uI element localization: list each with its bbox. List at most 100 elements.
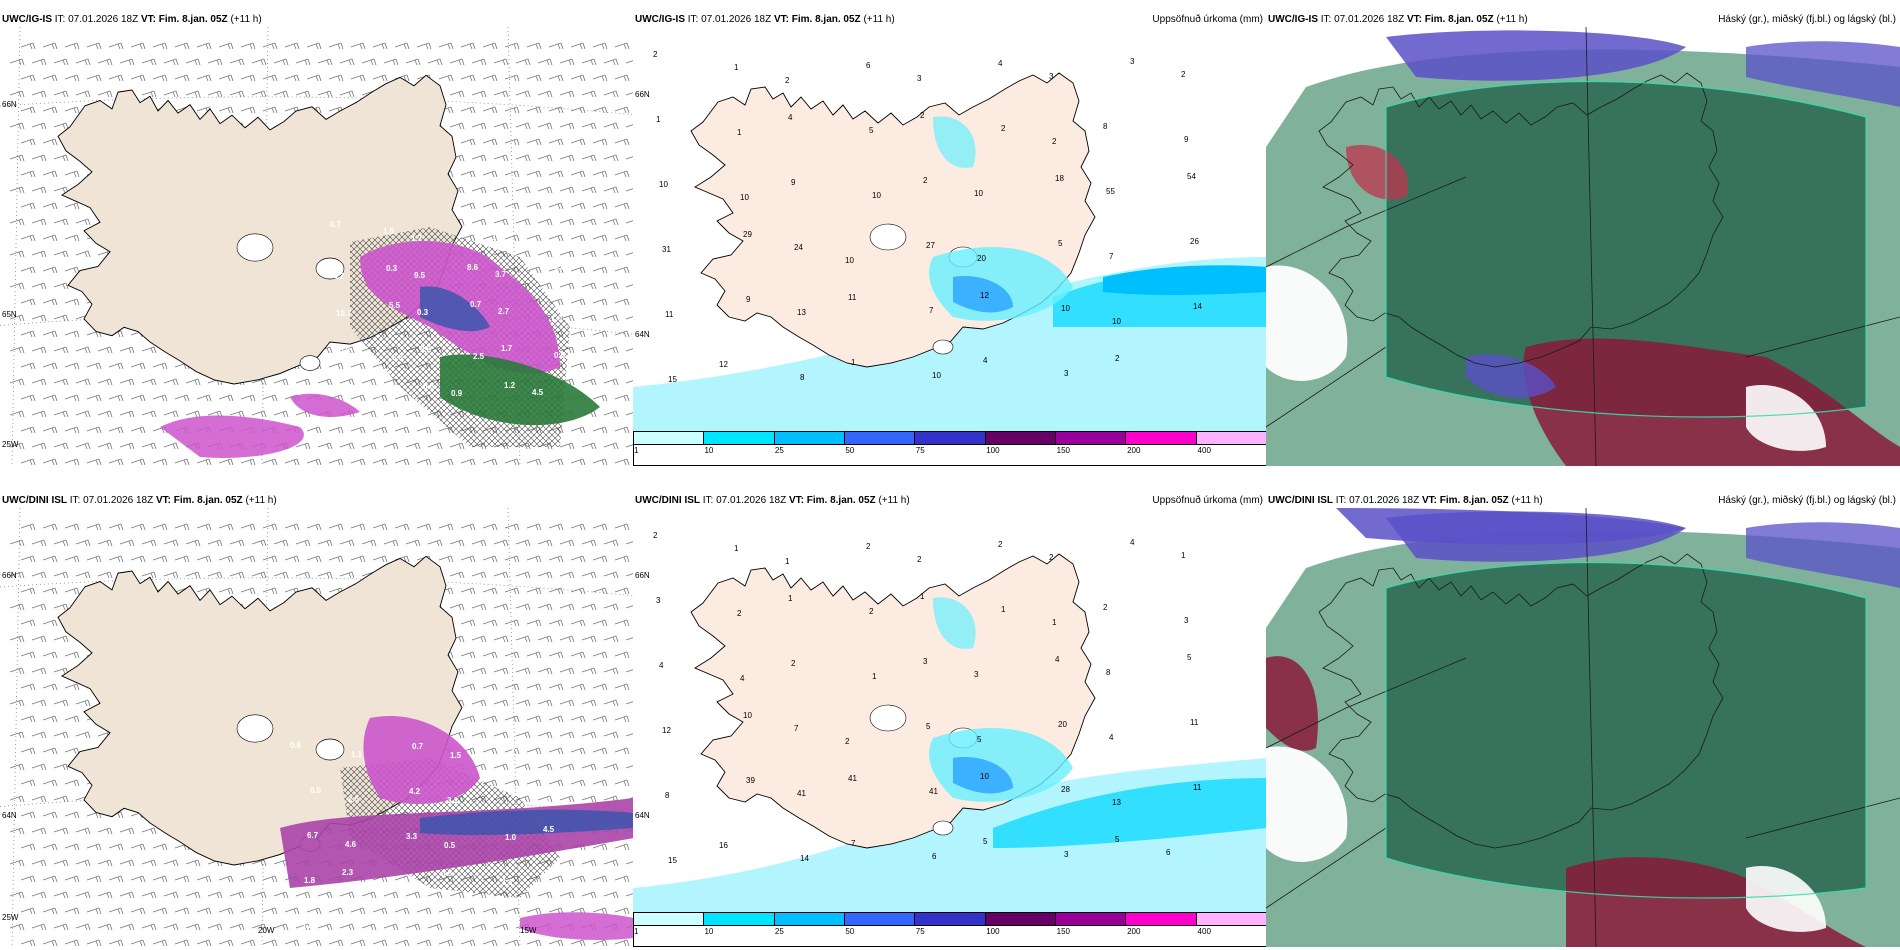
temp-value-label: 5.6 [423,382,435,391]
precip-value-label: 5 [1187,653,1192,662]
temp-value-label: 9.5 [414,271,426,280]
precip-value-label: 4 [740,674,745,683]
colorbar-segment [774,432,845,444]
precip-value-label: 4 [1130,538,1135,547]
temp-value-label: 4.2 [333,272,345,281]
precip-value-label: 2 [653,531,658,540]
colorbar-segment [1055,913,1127,925]
temp-value-labels: 0.6 1.1 0.7 1.5 0.3 0.8 0.5 2.5 4.2 3.1 5.7 2.0 6.7 4… [290,741,561,930]
precip-value-label: 10 [932,371,941,380]
precip-value-label: 5 [977,735,982,744]
precip-value-label: 7 [851,839,856,848]
precip-value-label: 2 [737,609,742,618]
temp-value-label: 0.3 [511,743,523,752]
precip-value-label: 39 [746,776,755,785]
precip-value-label: 9 [1184,135,1189,144]
grid-label: 64N [635,330,650,339]
precip-value-label: 1 [656,115,661,124]
colorbar-segment [1196,913,1266,925]
precip-value-label: 2 [845,737,850,746]
precip-value-label: 1 [737,128,742,137]
colorbar-segment [915,432,986,444]
precip-value-label: 28 [1061,785,1070,794]
temp-value-label: 5.2 [301,921,313,930]
precip-value-label: 2 [920,111,925,120]
precip-value-label: 3 [1184,616,1189,625]
precip-value-label: 5 [983,837,988,846]
colorbar-tick-label: 150 [1056,446,1071,455]
colorbar-tick-label: 50 [845,927,855,936]
precip-value-label: 2 [1049,553,1054,562]
colorbar-tick-label: 100 [986,446,1000,455]
precip-value-label: 18 [1055,174,1064,183]
colorbar-segment [985,913,1056,925]
precip-value-label: 10 [743,711,752,720]
colorbar-tick-label: 10 [704,927,714,936]
precip-value-label: 3 [1049,72,1054,81]
temp-value-label: 5.5 [389,301,401,310]
colorbar-tick-label: 400 [1197,446,1211,455]
precip-value-label: 4 [788,113,793,122]
precip-value-label: 5 [869,126,874,135]
precip-colorbar [633,431,1267,445]
grid-label: 25W [2,913,19,922]
temp-value-label: 10.7 [336,309,352,318]
temp-value-label: 3.1 [342,383,354,392]
precip-map: 2112222413212111234421334851210725520411… [633,508,1267,912]
colorbar-segment [704,432,775,444]
precip-value-label: 1 [1001,605,1006,614]
precip-value-label: 8 [1103,122,1108,131]
precip-value-label: 31 [662,245,671,254]
colorbar-segment [1196,432,1266,444]
temp-value-label: 1.7 [411,234,423,243]
grid-label: 66N [2,100,17,109]
colorbar-tick-label: 75 [915,927,925,936]
precip-value-label: 9 [746,295,751,304]
colorbar-tick-label: 1 [634,927,639,936]
precip-value-label: 2 [1181,70,1186,79]
colorbar-tick-label: 25 [774,927,784,936]
precip-value-label: 3 [917,74,922,83]
precip-value-label: 2 [869,607,874,616]
grid-label: 66N [635,571,650,580]
precip-value-label: 3 [1064,369,1069,378]
temp-value-label: 0.6 [290,741,302,750]
colorbar-segment [844,432,916,444]
colorbar-segment [1126,432,1197,444]
precip-value-label: 1 [785,557,790,566]
precip-value-label: 10 [1061,304,1070,313]
coast-and-borders [1266,508,1900,947]
precip-value-label: 16 [719,841,728,850]
grid-label: 64N [2,811,17,820]
grid-labels: 66N 64N [635,90,650,339]
precip-blobs [280,716,634,940]
cloud-field [1266,30,1900,466]
precip-value-label: 27 [926,241,935,250]
colorbar-tick-label: 400 [1197,927,1211,936]
precip-value-label: 1 [920,592,925,601]
precip-value-label: 14 [800,854,809,863]
temp-value-label: 0.3 [386,264,398,273]
panel-field-title: Háský (gr.), miðský (fj.bl.) og lágský (… [1718,495,1896,506]
temp-value-label: 1.0 [551,314,563,323]
temp-value-label: 3.7 [464,226,476,235]
temp-value-label: 2.5 [473,352,485,361]
colorbar-tick-label: 200 [1127,446,1141,455]
coast-and-borders [1266,27,1900,466]
precip-value-label: 8 [1106,668,1111,677]
precip-value-label: 4 [1109,733,1114,742]
precip-value-label: 15 [668,856,677,865]
colorbar-segment [915,913,986,925]
precip-value-label: 7 [929,306,934,315]
precip-value-label: 54 [1187,172,1196,181]
temp-value-label: 1.5 [450,751,462,760]
precip-value-label: 10 [659,180,668,189]
precip-value-label: 1 [734,544,739,553]
temp-value-label: 0.5 [444,841,456,850]
precip-value-label: 11 [1190,718,1199,727]
panel-title: UWC/DINI ISL IT: 07.01.2026 18Z VT: Fim.… [1268,495,1543,506]
temp-value-label: 4.5 [370,390,382,399]
temp-value-label: 1.7 [501,344,513,353]
colorbar-segment [985,432,1056,444]
precip-value-label: 3 [923,657,928,666]
